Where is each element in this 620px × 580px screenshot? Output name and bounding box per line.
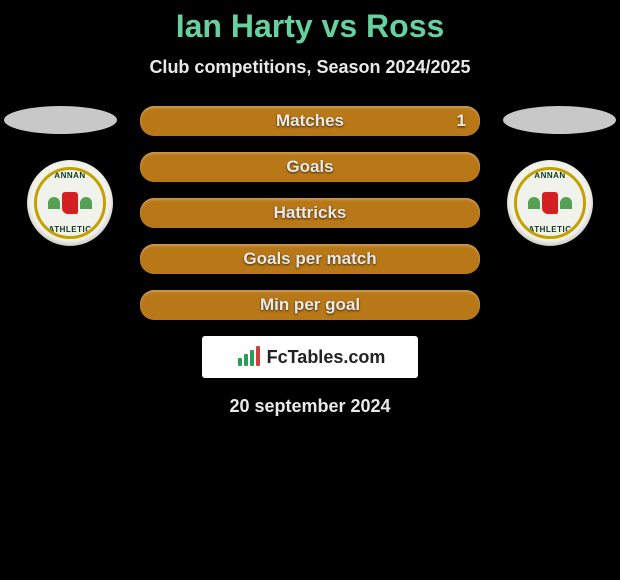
thistle-icon (80, 197, 92, 209)
bar-label: Goals (140, 152, 480, 182)
annan-crest-icon: ANNAN ATHLETIC (34, 167, 106, 239)
thistle-icon (560, 197, 572, 209)
stat-bar-row: Goals (140, 152, 480, 182)
logo-text: FcTables.com (267, 347, 386, 368)
club-crest-left: ANNAN ATHLETIC (27, 160, 113, 246)
boot-icon (542, 192, 558, 214)
stat-bar-row: Hattricks (140, 198, 480, 228)
bar-label: Min per goal (140, 290, 480, 320)
stat-bars: Matches1 Goals Hattricks Goals per match Min… (140, 106, 480, 320)
subtitle: Club competitions, Season 2024/2025 (0, 57, 620, 78)
page-title: Ian Harty vs Ross (0, 0, 620, 45)
crest-top-text: ANNAN (54, 172, 85, 180)
boot-icon (62, 192, 78, 214)
stat-bar-row: Matches1 (140, 106, 480, 136)
crest-bottom-text: ATHLETIC (529, 226, 572, 234)
player-marker-right (503, 106, 616, 134)
bar-label: Goals per match (140, 244, 480, 274)
comparison-infographic: Ian Harty vs Ross Club competitions, Sea… (0, 0, 620, 580)
crest-bottom-text: ATHLETIC (49, 226, 92, 234)
bar-label: Hattricks (140, 198, 480, 228)
comparison-area: ANNAN ATHLETIC ANNAN ATHLETIC Ma (0, 106, 620, 320)
crest-glyph (528, 192, 572, 214)
annan-crest-icon: ANNAN ATHLETIC (514, 167, 586, 239)
stat-bar-row: Min per goal (140, 290, 480, 320)
thistle-icon (48, 197, 60, 209)
crest-glyph (48, 192, 92, 214)
stat-bar-row: Goals per match (140, 244, 480, 274)
crest-top-text: ANNAN (534, 172, 565, 180)
player-marker-left (4, 106, 117, 134)
chart-icon (235, 346, 263, 368)
bar-value-right: 1 (457, 106, 466, 136)
club-crest-right: ANNAN ATHLETIC (507, 160, 593, 246)
thistle-icon (528, 197, 540, 209)
logo-badge: FcTables.com (202, 336, 418, 378)
bar-label: Matches (140, 106, 480, 136)
date-stamp: 20 september 2024 (0, 396, 620, 417)
